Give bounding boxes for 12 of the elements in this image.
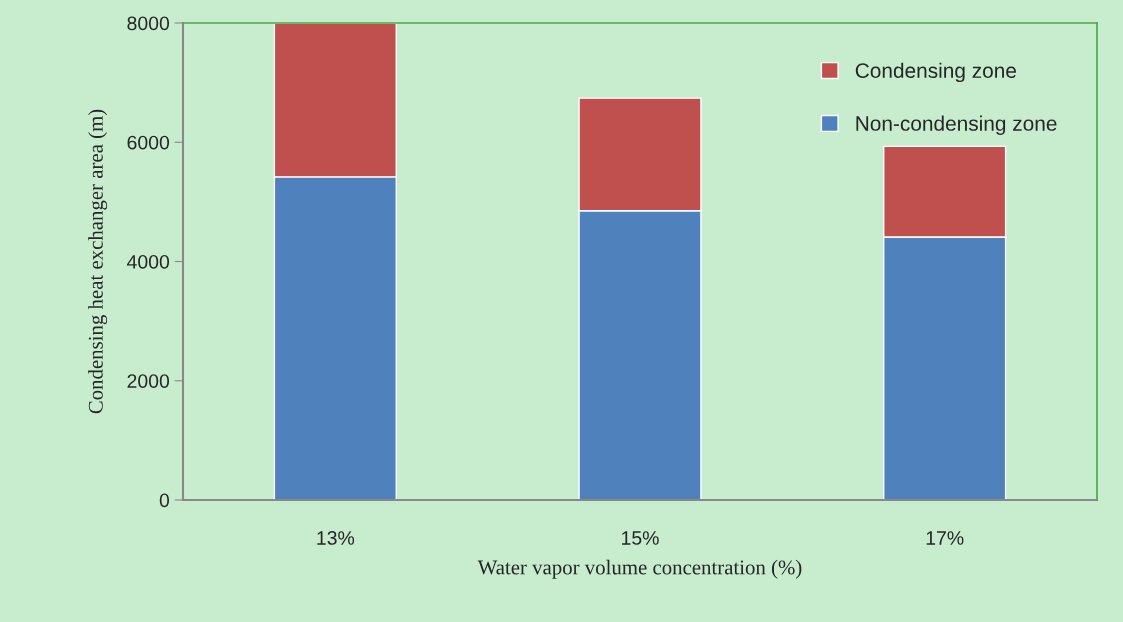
x-tick-label: 17% bbox=[926, 531, 964, 545]
legend-label: Non-condensing zone bbox=[856, 115, 1057, 135]
y-axis-title: Condensing heat exchanger area (m) bbox=[88, 109, 108, 414]
x-axis-title: Water vapor volume concentration (%) bbox=[477, 559, 802, 579]
x-tick-label: 13% bbox=[317, 531, 355, 545]
legend-label: Condensing zone bbox=[855, 62, 1016, 83]
y-tick-label: 2000 bbox=[127, 374, 170, 388]
y-tick-label: 8000 bbox=[127, 16, 170, 31]
y-tick-label: 4000 bbox=[127, 254, 170, 269]
y-tick-label: 6000 bbox=[127, 135, 170, 150]
x-tick-label: 15% bbox=[622, 531, 659, 545]
y-tick-label: 0 bbox=[159, 493, 170, 508]
